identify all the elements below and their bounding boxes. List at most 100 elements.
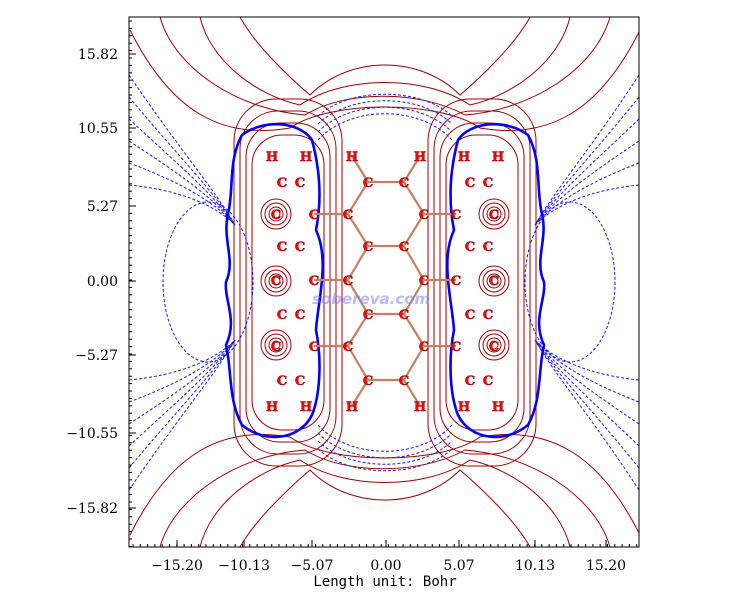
atom-label: C (399, 176, 409, 191)
atom-label: C (399, 308, 409, 323)
negative-contour-line (534, 339, 639, 381)
atom-label: H (414, 400, 426, 415)
atom-label: C (309, 208, 319, 223)
atom-label: C (309, 274, 319, 289)
atom-label: C (271, 340, 281, 355)
nuclear-contour (260, 329, 292, 361)
x-tick-label: 10.13 (515, 558, 555, 574)
y-tick-label: 15.82 (78, 47, 118, 63)
nuclear-contour (489, 340, 499, 350)
negative-contour-line (534, 339, 639, 403)
atom-label: C (465, 176, 475, 191)
negative-contour-line (534, 118, 639, 226)
bond (403, 213, 425, 247)
bond (347, 313, 369, 347)
bond (403, 279, 425, 315)
negative-contour-line (129, 339, 236, 447)
positive-contour-line (239, 469, 531, 547)
atom-label: H (492, 400, 504, 415)
atom-label: C (483, 374, 493, 389)
bond (403, 245, 425, 281)
negative-contour-line (534, 140, 639, 226)
bond (403, 345, 425, 381)
atom-label: C (295, 374, 305, 389)
atom-label: H (266, 150, 278, 165)
y-tick-label: 10.55 (78, 121, 118, 137)
plot-frame (128, 16, 640, 548)
positive-contour-line (427, 98, 537, 467)
molecule-bonds (314, 155, 456, 407)
negative-contour-line (317, 448, 453, 472)
negative-contour-line (129, 118, 236, 226)
contour-lines (129, 17, 639, 547)
bond (351, 155, 369, 183)
x-tick-label: 15.20 (586, 558, 626, 574)
bond (347, 345, 369, 381)
atom-label: C (295, 308, 305, 323)
atom-label: C (483, 240, 493, 255)
atom-label: H (300, 150, 312, 165)
positive-contours (129, 17, 639, 547)
bond (351, 379, 369, 407)
nuclear-contour (264, 333, 288, 357)
isosurface-outline (224, 122, 324, 439)
bond (403, 313, 425, 347)
positive-contour-line (199, 17, 571, 106)
atom-label: C (343, 340, 353, 355)
atom-label: C (399, 374, 409, 389)
bond (347, 279, 369, 315)
nuclear-contour (486, 206, 502, 222)
positive-contour-line (199, 459, 571, 547)
positive-contour-line (159, 17, 611, 116)
negative-contour-line (317, 113, 453, 141)
atom-label: C (465, 374, 475, 389)
negative-contour-line (129, 140, 236, 226)
atom-label: C (363, 240, 373, 255)
nuclear-contour (271, 340, 281, 350)
isosurface-contours (224, 122, 546, 439)
y-tick-label: −5.27 (75, 348, 118, 364)
y-tick-label: −15.82 (66, 501, 118, 517)
atom-label: C (277, 308, 287, 323)
atom-label: C (295, 176, 305, 191)
y-tick-label: 5.27 (87, 199, 118, 215)
atom-label: C (419, 274, 429, 289)
negative-contour-line (129, 339, 236, 469)
bond (347, 213, 369, 247)
atom-label: H (458, 150, 470, 165)
nuclear-contour (486, 337, 502, 353)
nuclear-contour (482, 202, 506, 226)
atom-label: C (309, 340, 319, 355)
nuclear-contour (264, 202, 288, 226)
negative-contour-line (317, 100, 453, 125)
nuclear-contour (482, 333, 506, 357)
nuclear-contour (264, 269, 288, 293)
atom-label: C (451, 274, 461, 289)
bond (347, 181, 369, 215)
nuclear-contour (489, 276, 499, 286)
atom-label: C (343, 274, 353, 289)
atom-label: C (363, 308, 373, 323)
nuclear-contour (486, 273, 502, 289)
bond (403, 379, 421, 407)
positive-contour-line (129, 29, 639, 132)
negative-contour-line (534, 162, 639, 226)
negative-contour-line (129, 339, 236, 425)
atom-label: H (414, 150, 426, 165)
x-axis-label: Length unit: Bohr (313, 574, 456, 590)
positive-contour-line (159, 449, 611, 547)
positive-contour-line (251, 134, 325, 431)
bond (403, 155, 421, 183)
atom-label: C (483, 308, 493, 323)
bond (347, 245, 369, 281)
nuclear-contour (260, 265, 292, 297)
negative-contours (129, 74, 639, 491)
x-tick-label: 0.00 (370, 558, 401, 574)
negative-contour-line (317, 432, 453, 459)
positive-contour-line (239, 17, 531, 96)
atom-label: H (300, 400, 312, 415)
nuclear-contour (489, 209, 499, 219)
atom-label: C (277, 176, 287, 191)
atom-label: C (419, 340, 429, 355)
